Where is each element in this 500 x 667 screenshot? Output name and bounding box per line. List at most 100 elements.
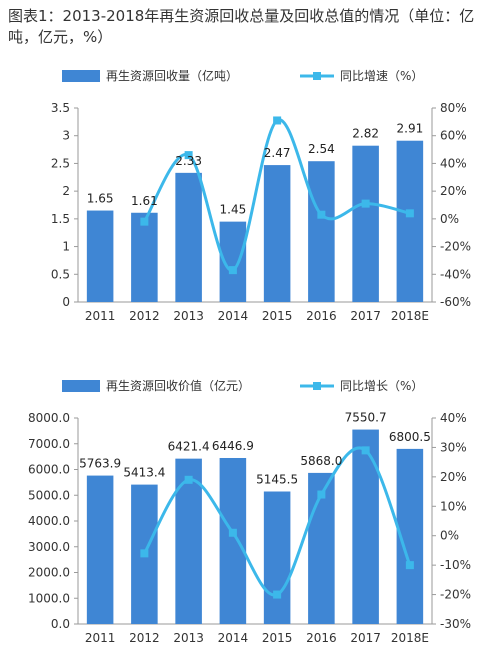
x-tick-label: 2018E [391, 309, 429, 323]
right-tick-label: -20% [440, 588, 471, 602]
bar-value-label: 2.54 [308, 142, 335, 156]
legend-line-label: 同比增长（%） [340, 379, 423, 393]
x-tick-label: 2017 [350, 309, 381, 323]
x-tick-label: 2017 [350, 631, 381, 645]
bar-value-label: 1.61 [131, 194, 158, 208]
chart-recycling-value: 再生资源回收价值（亿元） 同比增长（%） 0.0 1000.0 2000.0 3000.0… [28, 378, 471, 645]
bar-value-label: 6800.5 [389, 430, 431, 444]
bar [352, 145, 379, 302]
right-tick-label: -20% [440, 240, 471, 254]
legend-bar-label: 再生资源回收价值（亿元） [106, 378, 250, 393]
growth-point [184, 151, 193, 160]
right-tick-label: 0% [440, 529, 459, 543]
left-tick-label: 6000.0 [28, 463, 70, 477]
left-tick-label: 4000.0 [28, 514, 70, 528]
x-tick-label: 2015 [262, 309, 293, 323]
growth-point [228, 266, 237, 275]
left-tick-label: 3 [62, 129, 70, 143]
bar-value-label: 2.33 [175, 154, 202, 168]
x-tick-label: 2011 [85, 631, 116, 645]
growth-point [317, 210, 326, 219]
legend-line-marker [313, 72, 321, 80]
right-tick-label: 80% [440, 101, 467, 115]
x-tick-label: 2018E [391, 631, 429, 645]
left-tick-label: 2 [62, 184, 70, 198]
bar [175, 172, 202, 302]
right-tick-label: 30% [440, 440, 467, 454]
legend-line-label: 同比增速（%） [340, 69, 423, 83]
bar [86, 210, 114, 302]
bar-value-label: 2.82 [352, 127, 379, 141]
left-tick-label: 5000.0 [28, 488, 70, 502]
right-tick-label: 60% [440, 129, 467, 143]
bar-value-label: 7550.7 [345, 411, 387, 425]
bar [86, 475, 114, 624]
bar [308, 161, 335, 302]
left-tick-label: 0 [62, 295, 70, 309]
left-tick-label: 1 [62, 240, 70, 254]
right-tick-label: 40% [440, 156, 467, 170]
x-tick-label: 2014 [218, 309, 249, 323]
legend-bar-swatch [62, 70, 100, 82]
left-tick-label: 3000.0 [28, 540, 70, 554]
left-tick-label: 2.5 [51, 156, 70, 170]
growth-point [273, 116, 282, 125]
right-tick-label: -10% [440, 558, 471, 572]
legend-bar-swatch [62, 380, 100, 392]
bar [219, 457, 247, 624]
right-tick-label: 10% [440, 499, 467, 513]
growth-point [140, 549, 149, 558]
x-tick-label: 2013 [173, 309, 204, 323]
x-tick-label: 2015 [262, 631, 293, 645]
bar-value-label: 6446.9 [212, 439, 254, 453]
growth-point [405, 561, 414, 570]
growth-point [273, 590, 282, 599]
right-tick-label: -30% [440, 617, 471, 631]
growth-point [140, 217, 149, 226]
legend-line-marker [313, 382, 321, 390]
bar [263, 165, 291, 302]
growth-point [228, 528, 237, 537]
bar [396, 140, 424, 302]
chart-recycling-volume: 再生资源回收量（亿吨） 同比增速（%） 0 0.5 1 1.5 2 2.5 3 3.5 -60% -4… [51, 68, 471, 323]
bar-value-label: 1.65 [87, 192, 114, 206]
left-tick-label: 2000.0 [28, 566, 70, 580]
right-tick-label: -40% [440, 267, 471, 281]
legend-bar-label: 再生资源回收量（亿吨） [106, 68, 238, 83]
left-tick-label: 1.5 [51, 212, 70, 226]
x-tick-label: 2013 [173, 631, 204, 645]
x-tick-label: 2011 [85, 309, 116, 323]
left-tick-label: 7000.0 [28, 437, 70, 451]
left-tick-label: 0.0 [51, 617, 70, 631]
growth-point [361, 446, 370, 455]
bar-value-label: 6421.4 [168, 440, 210, 454]
bar [131, 212, 158, 302]
bar [352, 429, 379, 624]
growth-point [361, 199, 370, 208]
bar-value-label: 2.47 [264, 146, 291, 160]
right-tick-label: -60% [440, 295, 471, 309]
x-tick-label: 2014 [218, 631, 249, 645]
bar-value-label: 5868.0 [300, 454, 342, 468]
growth-point [317, 490, 326, 499]
right-tick-label: 20% [440, 470, 467, 484]
growth-point [405, 209, 414, 218]
right-tick-label: 0% [440, 212, 459, 226]
bar-value-label: 5413.4 [123, 466, 165, 480]
bar [263, 491, 291, 624]
x-tick-label: 2016 [306, 309, 337, 323]
bar-value-label: 5145.5 [256, 473, 298, 487]
bar-value-label: 1.45 [220, 203, 247, 217]
bar-value-label: 2.91 [397, 122, 424, 136]
x-tick-label: 2016 [306, 631, 337, 645]
left-tick-label: 0.5 [51, 267, 70, 281]
right-tick-label: 40% [440, 411, 467, 425]
left-tick-label: 3.5 [51, 101, 70, 115]
growth-point [184, 475, 193, 484]
chart-title: 图表1：2013-2018年再生资源回收总量及回收总值的情况（单位：亿吨，亿元，… [8, 7, 475, 46]
x-tick-label: 2012 [129, 631, 160, 645]
left-tick-label: 8000.0 [28, 411, 70, 425]
right-tick-label: 20% [440, 184, 467, 198]
left-tick-label: 1000.0 [28, 591, 70, 605]
bar-value-label: 5763.9 [79, 457, 121, 471]
